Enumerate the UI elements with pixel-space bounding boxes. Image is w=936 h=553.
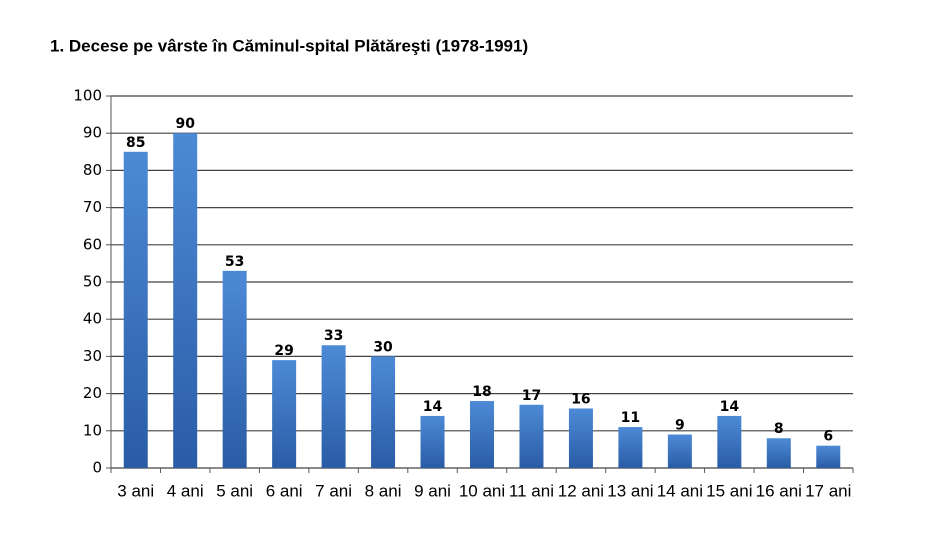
value-label: 90 — [175, 116, 195, 132]
value-label: 18 — [472, 384, 491, 400]
bar — [222, 270, 247, 468]
x-tick-label: 14 ani — [657, 481, 703, 500]
value-label: 53 — [225, 254, 244, 270]
x-tick-label: 9 ani — [414, 481, 451, 500]
bar — [568, 408, 593, 468]
value-label: 11 — [621, 410, 640, 426]
value-label: 9 — [675, 418, 685, 434]
value-label: 14 — [720, 399, 740, 415]
bar — [371, 356, 396, 468]
y-tick-label: 60 — [83, 235, 102, 253]
x-tick-label: 6 ani — [266, 481, 303, 500]
x-tick-label: 16 ani — [756, 481, 802, 500]
y-tick-label: 50 — [83, 273, 102, 291]
y-tick-label: 100 — [73, 87, 102, 105]
value-label: 16 — [571, 391, 590, 407]
y-tick-label: 80 — [83, 161, 102, 179]
value-label: 8 — [774, 421, 784, 437]
x-tick-label: 13 ani — [607, 481, 653, 500]
y-tick-label: 0 — [92, 459, 102, 477]
x-tick-label: 4 ani — [167, 481, 204, 500]
bar — [618, 427, 643, 468]
value-label: 33 — [324, 328, 343, 344]
x-tick-label: 3 ani — [117, 481, 154, 500]
x-tick-label: 10 ani — [459, 481, 505, 500]
value-label: 85 — [126, 135, 145, 151]
y-tick-label: 10 — [83, 421, 102, 439]
y-tick-label: 20 — [83, 384, 102, 402]
x-tick-label: 5 ani — [216, 481, 253, 500]
bar — [667, 434, 692, 468]
x-tick-label: 8 ani — [365, 481, 402, 500]
bar — [272, 360, 297, 468]
bar — [766, 438, 791, 468]
bar — [123, 151, 148, 469]
y-tick-label: 40 — [83, 310, 102, 328]
x-tick-label: 15 ani — [706, 481, 752, 500]
y-tick-label: 70 — [83, 198, 102, 216]
x-tick-label: 11 ani — [509, 481, 554, 500]
bar — [321, 345, 346, 468]
y-tick-label: 30 — [83, 347, 102, 365]
x-tick-label: 17 ani — [805, 481, 851, 500]
bar — [420, 415, 445, 468]
value-label: 6 — [823, 429, 833, 445]
bar — [173, 133, 198, 468]
bar — [717, 415, 742, 468]
value-label: 30 — [373, 339, 393, 355]
value-label: 29 — [274, 343, 293, 359]
bar — [470, 401, 494, 468]
value-label: 14 — [423, 399, 443, 415]
x-tick-label: 7 ani — [315, 481, 352, 500]
bar — [519, 404, 544, 468]
chart-title: 1. Decese pe vârste în Căminul-spital Pl… — [50, 36, 528, 55]
x-tick-label: 12 ani — [558, 481, 604, 500]
y-tick-label: 90 — [83, 124, 102, 142]
bar — [816, 445, 841, 468]
value-label: 17 — [522, 388, 541, 404]
